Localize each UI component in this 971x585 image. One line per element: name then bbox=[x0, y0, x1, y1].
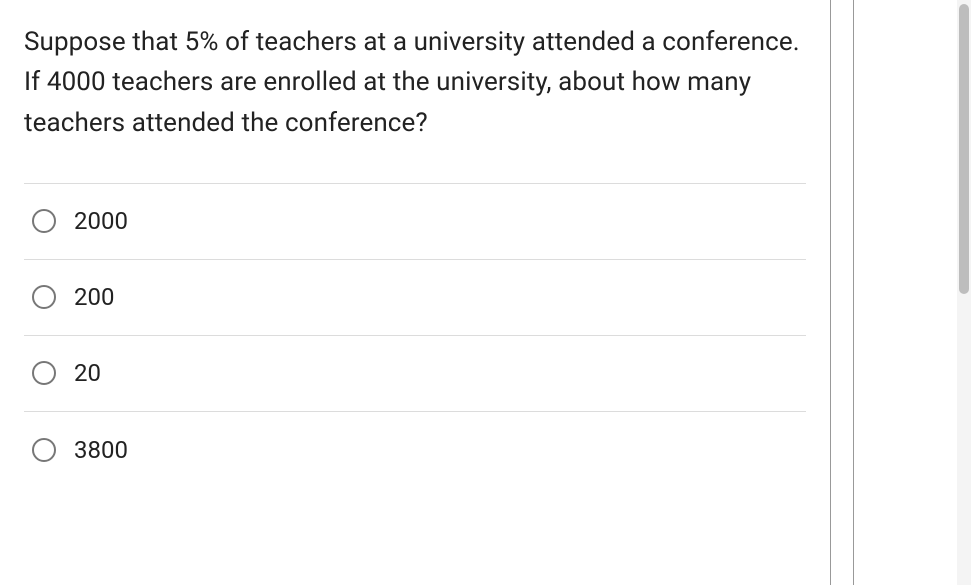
scrollbar-thumb[interactable] bbox=[959, 4, 969, 294]
option-row[interactable]: 3800 bbox=[24, 412, 806, 488]
radio-icon[interactable] bbox=[32, 361, 56, 385]
option-label: 3800 bbox=[74, 436, 128, 464]
option-label: 200 bbox=[74, 283, 114, 311]
question-panel: Suppose that 5% of teachers at a univers… bbox=[0, 0, 831, 585]
scrollbar-track[interactable] bbox=[957, 0, 971, 585]
option-label: 2000 bbox=[74, 207, 128, 235]
option-label: 20 bbox=[74, 359, 101, 387]
options-list: 2000 200 20 3800 bbox=[24, 183, 806, 488]
option-row[interactable]: 20 bbox=[24, 336, 806, 412]
radio-icon[interactable] bbox=[32, 209, 56, 233]
question-text: Suppose that 5% of teachers at a univers… bbox=[24, 22, 806, 143]
option-row[interactable]: 200 bbox=[24, 260, 806, 336]
page-root: Suppose that 5% of teachers at a univers… bbox=[0, 0, 971, 585]
radio-icon[interactable] bbox=[32, 438, 56, 462]
option-row[interactable]: 2000 bbox=[24, 184, 806, 260]
radio-icon[interactable] bbox=[32, 285, 56, 309]
side-divider bbox=[853, 0, 854, 585]
side-panel bbox=[831, 0, 971, 585]
